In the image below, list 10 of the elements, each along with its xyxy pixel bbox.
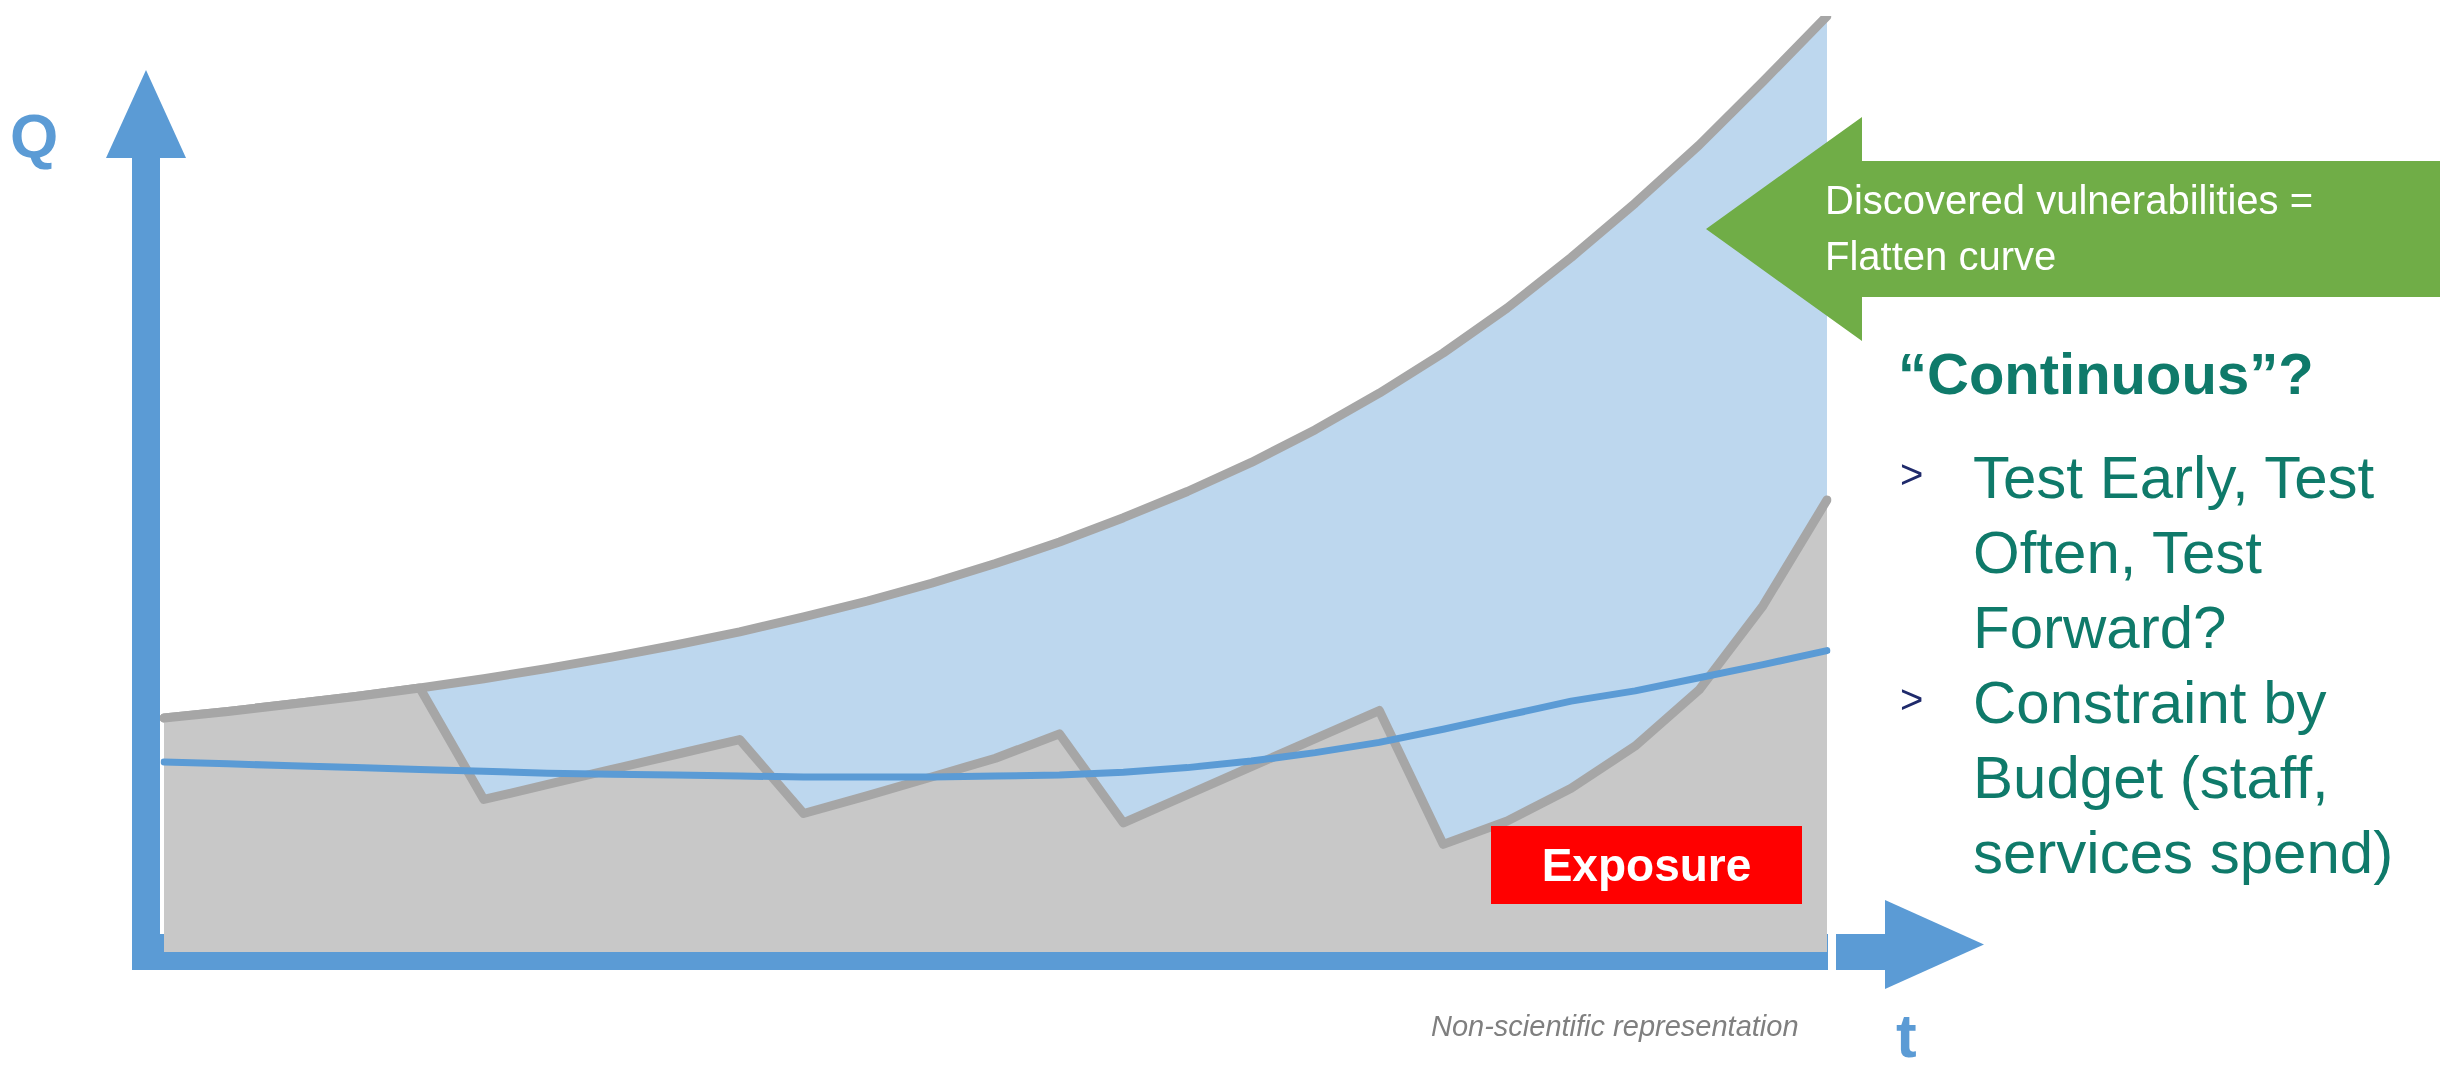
annotation: Discovered vulnerabilities = Flatten curve: [1825, 177, 2314, 280]
text: >: [1900, 677, 1924, 722]
text: >: [1900, 452, 1924, 497]
text: Constraint by Budget (staff, services spend): [1973, 668, 2395, 888]
annotation: Exposure: [1491, 826, 1802, 904]
text: “Continuous”?: [1898, 340, 2314, 407]
text: Non-scientific representation: [1431, 1010, 1799, 1043]
y-axis-title: Q: [10, 100, 59, 171]
text: Test Early, Test Often, Test Forward?: [1973, 443, 2376, 663]
x-axis-title: t: [1896, 1000, 1917, 1071]
